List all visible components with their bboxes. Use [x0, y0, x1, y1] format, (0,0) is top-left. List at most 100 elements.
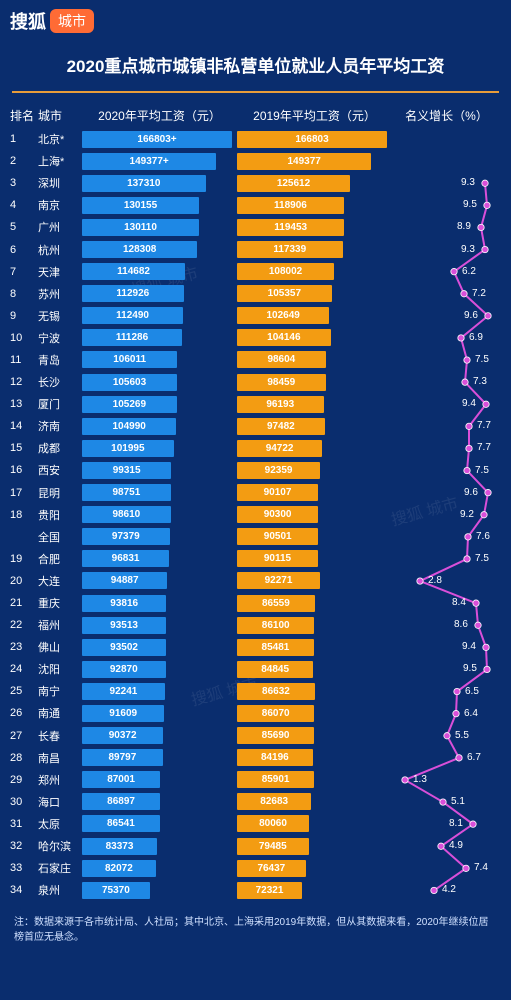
- rank-cell: 7: [10, 266, 38, 278]
- rank-cell: 2: [10, 155, 38, 167]
- bar-2020: 93816: [82, 595, 166, 612]
- city-cell: 海口: [38, 794, 82, 810]
- bar-2019: 85481: [237, 639, 314, 656]
- bar-2019: 97482: [237, 418, 325, 435]
- bar-2019: 90501: [237, 528, 318, 545]
- bar-2019: 119453: [237, 219, 344, 236]
- city-cell: 郑州: [38, 772, 82, 788]
- city-cell: 杭州: [38, 242, 82, 258]
- bar-2020: 93513: [82, 617, 166, 634]
- bar-2020: 105269: [82, 396, 177, 413]
- rank-cell: 4: [10, 199, 38, 211]
- bar-2019: 90115: [237, 550, 318, 567]
- bar-2020: 128308: [82, 241, 197, 258]
- page-title: 2020重点城市城镇非私营单位就业人员年平均工资: [12, 42, 499, 93]
- growth-label: 7.5: [475, 354, 489, 365]
- bar-2020: 87001: [82, 771, 160, 788]
- bar-2019: 108002: [237, 263, 334, 280]
- city-cell: 广州: [38, 219, 82, 235]
- bar-2020-cell: 93502: [82, 639, 237, 656]
- col-rank: 排名: [10, 107, 38, 124]
- bar-2019-cell: 108002: [237, 263, 392, 280]
- bar-2019-cell: 85901: [237, 771, 392, 788]
- bar-2019: 92359: [237, 462, 320, 479]
- bar-2020-cell: 89797: [82, 749, 237, 766]
- city-cell: 长沙: [38, 374, 82, 390]
- bar-2020-cell: 93513: [82, 617, 237, 634]
- rank-cell: 8: [10, 288, 38, 300]
- city-cell: 无锡: [38, 308, 82, 324]
- bar-2019-cell: 98604: [237, 351, 392, 368]
- bar-2020-cell: 111286: [82, 329, 237, 346]
- bar-2020: 130110: [82, 219, 199, 236]
- bar-2019: 104146: [237, 329, 331, 346]
- col-2019: 2019年平均工资（元）: [237, 107, 392, 124]
- city-cell: 济南: [38, 418, 82, 434]
- bar-2019-cell: 90300: [237, 506, 392, 523]
- bar-2020-cell: 87001: [82, 771, 237, 788]
- bar-2020: 99315: [82, 462, 171, 479]
- rank-cell: 26: [10, 707, 38, 719]
- bar-2020: 166803+: [82, 131, 232, 148]
- bar-2019: 86559: [237, 595, 315, 612]
- bar-2019-cell: 79485: [237, 838, 392, 855]
- growth-label: 7.7: [477, 442, 491, 453]
- bar-2020-cell: 98751: [82, 484, 237, 501]
- brand-badge: 城市: [50, 9, 94, 33]
- rank-cell: 32: [10, 840, 38, 852]
- bar-2020-cell: 75370: [82, 882, 237, 899]
- rank-cell: 27: [10, 730, 38, 742]
- growth-label: 6.2: [462, 266, 476, 277]
- bar-2019-cell: 84845: [237, 661, 392, 678]
- bar-2020: 98751: [82, 484, 171, 501]
- brand-logo-text: 搜狐: [10, 8, 46, 34]
- bar-2019: 96193: [237, 396, 324, 413]
- bar-2019-cell: 90107: [237, 484, 392, 501]
- city-cell: 宁波: [38, 330, 82, 346]
- bar-2020-cell: 104990: [82, 418, 237, 435]
- rank-cell: 18: [10, 509, 38, 521]
- city-cell: 哈尔滨: [38, 838, 82, 854]
- bar-2019: 166803: [237, 131, 387, 148]
- bar-2019: 90300: [237, 506, 318, 523]
- city-cell: 重庆: [38, 595, 82, 611]
- city-cell: 南昌: [38, 750, 82, 766]
- bar-2019-cell: 85690: [237, 727, 392, 744]
- growth-label: 9.5: [463, 199, 477, 210]
- bar-2020: 89797: [82, 749, 163, 766]
- rank-cell: 20: [10, 575, 38, 587]
- city-cell: 大连: [38, 573, 82, 589]
- bar-2020-cell: 105603: [82, 374, 237, 391]
- rank-cell: 14: [10, 420, 38, 432]
- bar-2020: 101995: [82, 440, 174, 457]
- bar-2020-cell: 97379: [82, 528, 237, 545]
- bar-2019: 76437: [237, 860, 306, 877]
- bar-2020-cell: 92870: [82, 661, 237, 678]
- bar-2020-cell: 90372: [82, 727, 237, 744]
- city-cell: 成都: [38, 440, 82, 456]
- rank-cell: 24: [10, 663, 38, 675]
- bar-2019: 84196: [237, 749, 313, 766]
- bar-2019: 80060: [237, 815, 309, 832]
- bar-2019: 85901: [237, 771, 314, 788]
- bar-2020-cell: 130155: [82, 197, 237, 214]
- growth-label: 9.4: [462, 398, 476, 409]
- bar-2019-cell: 125612: [237, 175, 392, 192]
- bar-2020-cell: 105269: [82, 396, 237, 413]
- bar-2019-cell: 118906: [237, 197, 392, 214]
- col-2020: 2020年平均工资（元）: [82, 107, 237, 124]
- city-cell: 沈阳: [38, 661, 82, 677]
- bar-2020: 86541: [82, 815, 160, 832]
- bar-2020-cell: 112490: [82, 307, 237, 324]
- bar-2020: 86897: [82, 793, 160, 810]
- city-cell: 南宁: [38, 683, 82, 699]
- bar-2020-cell: 83373: [82, 838, 237, 855]
- city-cell: 青岛: [38, 352, 82, 368]
- growth-label: 9.2: [460, 509, 474, 520]
- growth-label: 8.6: [454, 619, 468, 630]
- bar-2020-cell: 112926: [82, 285, 237, 302]
- bar-2020: 114682: [82, 263, 185, 280]
- brand-header: 搜狐 城市: [0, 0, 511, 42]
- bar-2019-cell: 102649: [237, 307, 392, 324]
- rank-cell: 9: [10, 310, 38, 322]
